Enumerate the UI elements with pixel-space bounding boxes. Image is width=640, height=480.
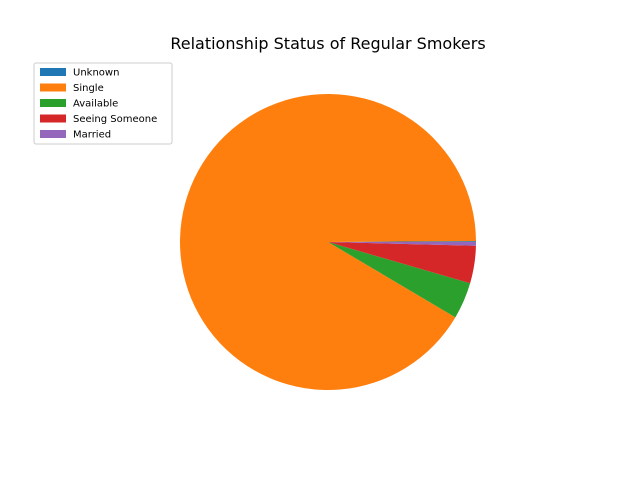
pie-slice-married bbox=[328, 242, 476, 246]
legend-label: Seeing Someone bbox=[73, 114, 157, 125]
pie-slice-single bbox=[179, 94, 476, 391]
legend-label: Available bbox=[73, 99, 118, 110]
legend-swatch bbox=[40, 114, 66, 123]
legend-swatch bbox=[40, 99, 66, 107]
legend-frame bbox=[33, 62, 173, 145]
legend-label: Single bbox=[73, 83, 104, 94]
legend-swatch bbox=[40, 130, 66, 138]
pie-slices bbox=[179, 94, 476, 391]
legend-swatch bbox=[40, 68, 66, 76]
legend-swatch bbox=[40, 83, 66, 92]
legend-label: Unknown bbox=[73, 68, 119, 79]
pie-slice-unknown bbox=[328, 241, 476, 242]
pie-slice-available bbox=[328, 242, 471, 318]
pie-slice-seeing-someone bbox=[328, 242, 476, 284]
legend-label: Married bbox=[73, 130, 111, 141]
chart-title: Relationship Status of Regular Smokers bbox=[170, 34, 485, 53]
legend: Unknown Single Available Seeing Someone Marr… bbox=[33, 62, 173, 145]
legend-entries: Unknown Single Available Seeing Someone Marr… bbox=[40, 68, 157, 141]
